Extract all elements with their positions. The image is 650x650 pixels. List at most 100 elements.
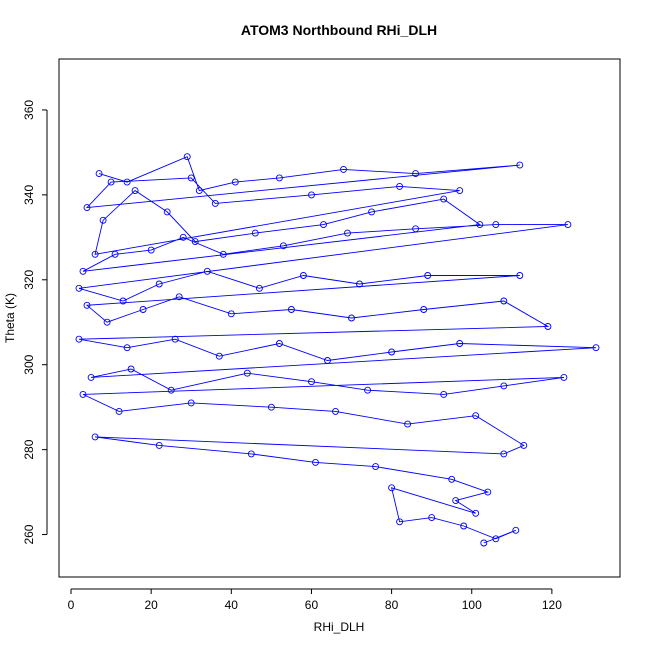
data-point [340, 165, 347, 173]
data-point [308, 191, 315, 199]
data-point [255, 284, 263, 292]
y-tick-label: 360 [22, 100, 36, 120]
data-point [211, 199, 219, 207]
data-point [119, 297, 127, 305]
data-point [267, 403, 275, 411]
chart-title: ATOM3 Northbound RHi_DLH [241, 22, 437, 38]
data-point [388, 348, 396, 356]
data-point [275, 174, 283, 182]
data-point [183, 153, 191, 161]
data-point [155, 441, 163, 449]
y-axis: 260 280 300 320 340 360 [22, 100, 48, 545]
data-point [247, 450, 255, 458]
data-point [440, 390, 448, 398]
data-point [87, 373, 95, 381]
data-point [564, 221, 572, 229]
data-point [320, 221, 327, 229]
data-point [147, 246, 155, 254]
data-point [500, 297, 508, 305]
data-point [83, 204, 91, 212]
x-tick-label: 40 [225, 598, 239, 612]
x-tick-label: 60 [305, 598, 319, 612]
data-point [396, 182, 404, 190]
data-point [420, 306, 428, 313]
data-point [516, 272, 524, 279]
y-tick-label: 340 [22, 185, 36, 205]
x-tick-label: 80 [385, 598, 399, 612]
data-point [476, 221, 484, 229]
data-point [520, 441, 528, 449]
data-point [179, 233, 187, 241]
data-point [544, 323, 552, 330]
data-point [155, 280, 163, 288]
data-point [103, 318, 111, 326]
data-point [344, 229, 351, 237]
data-point [456, 187, 464, 195]
data-point [560, 373, 568, 381]
data-point [592, 344, 600, 352]
y-tick-label: 260 [22, 524, 36, 544]
data-point [79, 267, 87, 275]
data-point [175, 293, 183, 301]
data-point [456, 340, 464, 347]
x-axis-label: RHi_DLH [314, 620, 365, 634]
y-tick-label: 280 [22, 439, 36, 459]
data-point [219, 250, 227, 258]
data-point [83, 301, 91, 309]
data-point [472, 412, 480, 420]
data-point [424, 272, 432, 279]
data-point [484, 488, 492, 496]
data-point [452, 497, 460, 505]
data-point [324, 357, 331, 364]
data-point [356, 280, 363, 288]
plot-frame [58, 58, 621, 578]
y-tick-label: 320 [22, 269, 36, 289]
data-point [516, 161, 524, 169]
data-point [79, 390, 87, 398]
data-point [299, 272, 307, 279]
data-point [107, 178, 115, 186]
data-point [428, 514, 436, 522]
x-tick-label: 120 [542, 598, 562, 612]
data-point [187, 174, 195, 182]
series-line [78, 156, 597, 544]
data-point [500, 382, 508, 390]
data-point [203, 267, 211, 275]
x-tick-label: 0 [68, 598, 75, 612]
x-axis: 0 20 40 60 80 100 120 [68, 588, 562, 612]
data-point [440, 195, 448, 203]
data-point [139, 306, 147, 313]
data-point [195, 187, 203, 195]
data-point [91, 433, 99, 441]
data-point [368, 208, 376, 216]
data-point [171, 335, 179, 343]
data-point [215, 352, 223, 360]
data-point [364, 386, 372, 394]
data-point [187, 399, 195, 407]
x-tick-label: 100 [462, 598, 482, 612]
data-point [312, 458, 319, 466]
data-point [251, 229, 259, 237]
data-point [287, 306, 295, 313]
data-point [75, 335, 83, 343]
data-point [448, 475, 456, 483]
data-point [332, 407, 339, 415]
data-point [127, 365, 135, 373]
data-point [95, 170, 103, 178]
data-point [500, 450, 508, 458]
data-point [404, 420, 412, 428]
data-point [396, 518, 404, 526]
data-point [472, 509, 480, 517]
data-point [75, 284, 83, 292]
y-tick-label: 300 [22, 354, 36, 374]
data-point [167, 386, 175, 394]
data-point [372, 463, 380, 471]
data-point [388, 484, 396, 492]
data-point [243, 369, 251, 377]
data-point [480, 539, 488, 547]
data-point [91, 250, 99, 258]
data-point [131, 187, 139, 195]
data-point [191, 238, 199, 246]
x-tick-label: 20 [144, 598, 158, 612]
